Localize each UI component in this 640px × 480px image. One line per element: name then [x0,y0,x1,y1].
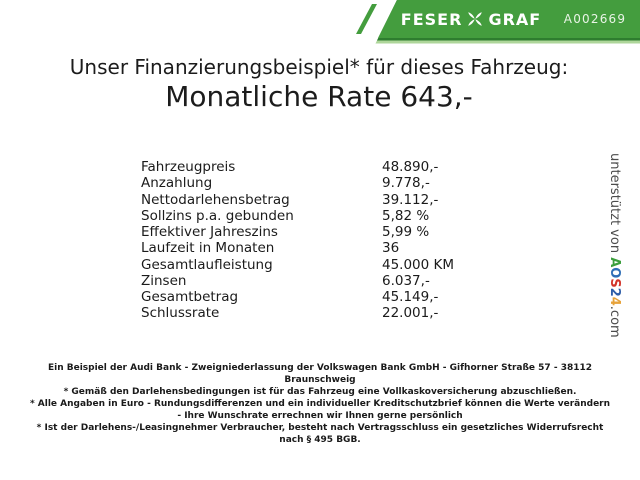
row-value: 39.112,- [382,191,439,208]
table-row: Sollzins p.a. gebunden 5,82 % [141,208,454,224]
row-value: 45.149,- [382,289,439,305]
financing-example-title: Unser Finanzierungsbeispiel* für dieses … [69,55,569,79]
row-value: 48.890,- [382,159,439,175]
banner-body [378,0,640,38]
table-row: Laufzeit in Monaten 36 [141,240,454,256]
clover-x-icon [468,12,483,26]
brand-logo-text-left: FESER [400,9,463,29]
brand-logo-text-right: GRAF [488,9,542,29]
row-label: Sollzins p.a. gebunden [141,207,294,224]
aos24-letter: S [607,278,622,288]
table-row: Effektiver Jahreszins 5,99 % [141,224,454,240]
row-label: Effektiver Jahreszins [141,224,278,240]
aos24-letter: 4 [607,296,622,306]
finance-table: Fahrzeugpreis 48.890,- Anzahlung 9.778,-… [141,159,454,322]
table-row: Schlussrate 22.001,- [141,305,454,321]
row-value: 36 [382,240,400,257]
monthly-rate-title: Monatliche Rate 643,- [165,80,473,113]
aos24-domain-suffix: .com [607,305,622,338]
fine-print: Ein Beispiel der Audi Bank - Zweignieder… [9,362,631,446]
row-label: Gesamtlaufleistung [141,256,273,273]
aos24-letter: O [607,267,622,279]
aos24-letter: 2 [607,287,622,297]
row-value: 45.000 KM [382,256,455,273]
table-row: Gesamtlaufleistung 45.000 KM [141,257,454,273]
table-row: Nettodarlehensbetrag 39.112,- [141,192,454,208]
row-value: 22.001,- [382,305,439,322]
footnote-withdrawal-right: * Ist der Darlehens-/Leasingnehmer Verbr… [36,423,604,445]
table-row: Zinsen 6.037,- [141,273,454,289]
row-label: Gesamtbetrag [141,289,239,305]
row-value: 6.037,- [382,272,430,289]
brand-logo: FESER GRAF [400,0,542,38]
row-label: Laufzeit in Monaten [141,240,275,257]
row-value: 5,82 % [382,207,430,224]
row-value: 5,99 % [382,224,430,240]
footnote-insurance: * Gemäß den Darlehensbedingungen ist für… [63,387,577,397]
row-label: Anzahlung [141,175,213,192]
row-label: Nettodarlehensbetrag [141,191,290,208]
table-row: Gesamtbetrag 45.149,- [141,289,454,305]
table-row: Anzahlung 9.778,- [141,175,454,191]
footnote-bank-address: Ein Beispiel der Audi Bank - Zweignieder… [47,363,593,385]
row-value: 9.778,- [382,175,430,192]
aos24-letter: A [607,257,622,268]
vehicle-code: A002669 [563,12,627,26]
supported-by-attribution: unterstützt von AOS24.com [607,153,622,338]
banner-stripe [356,4,377,34]
table-row: Fahrzeugpreis 48.890,- [141,159,454,175]
brand-banner [356,0,640,44]
row-label: Zinsen [141,272,187,289]
row-label: Fahrzeugpreis [141,159,236,175]
supported-by-text: unterstützt von [607,153,622,258]
footnote-euro-values: * Alle Angaben in Euro - Rundungsdiffere… [29,399,611,421]
row-label: Schlussrate [141,305,220,322]
